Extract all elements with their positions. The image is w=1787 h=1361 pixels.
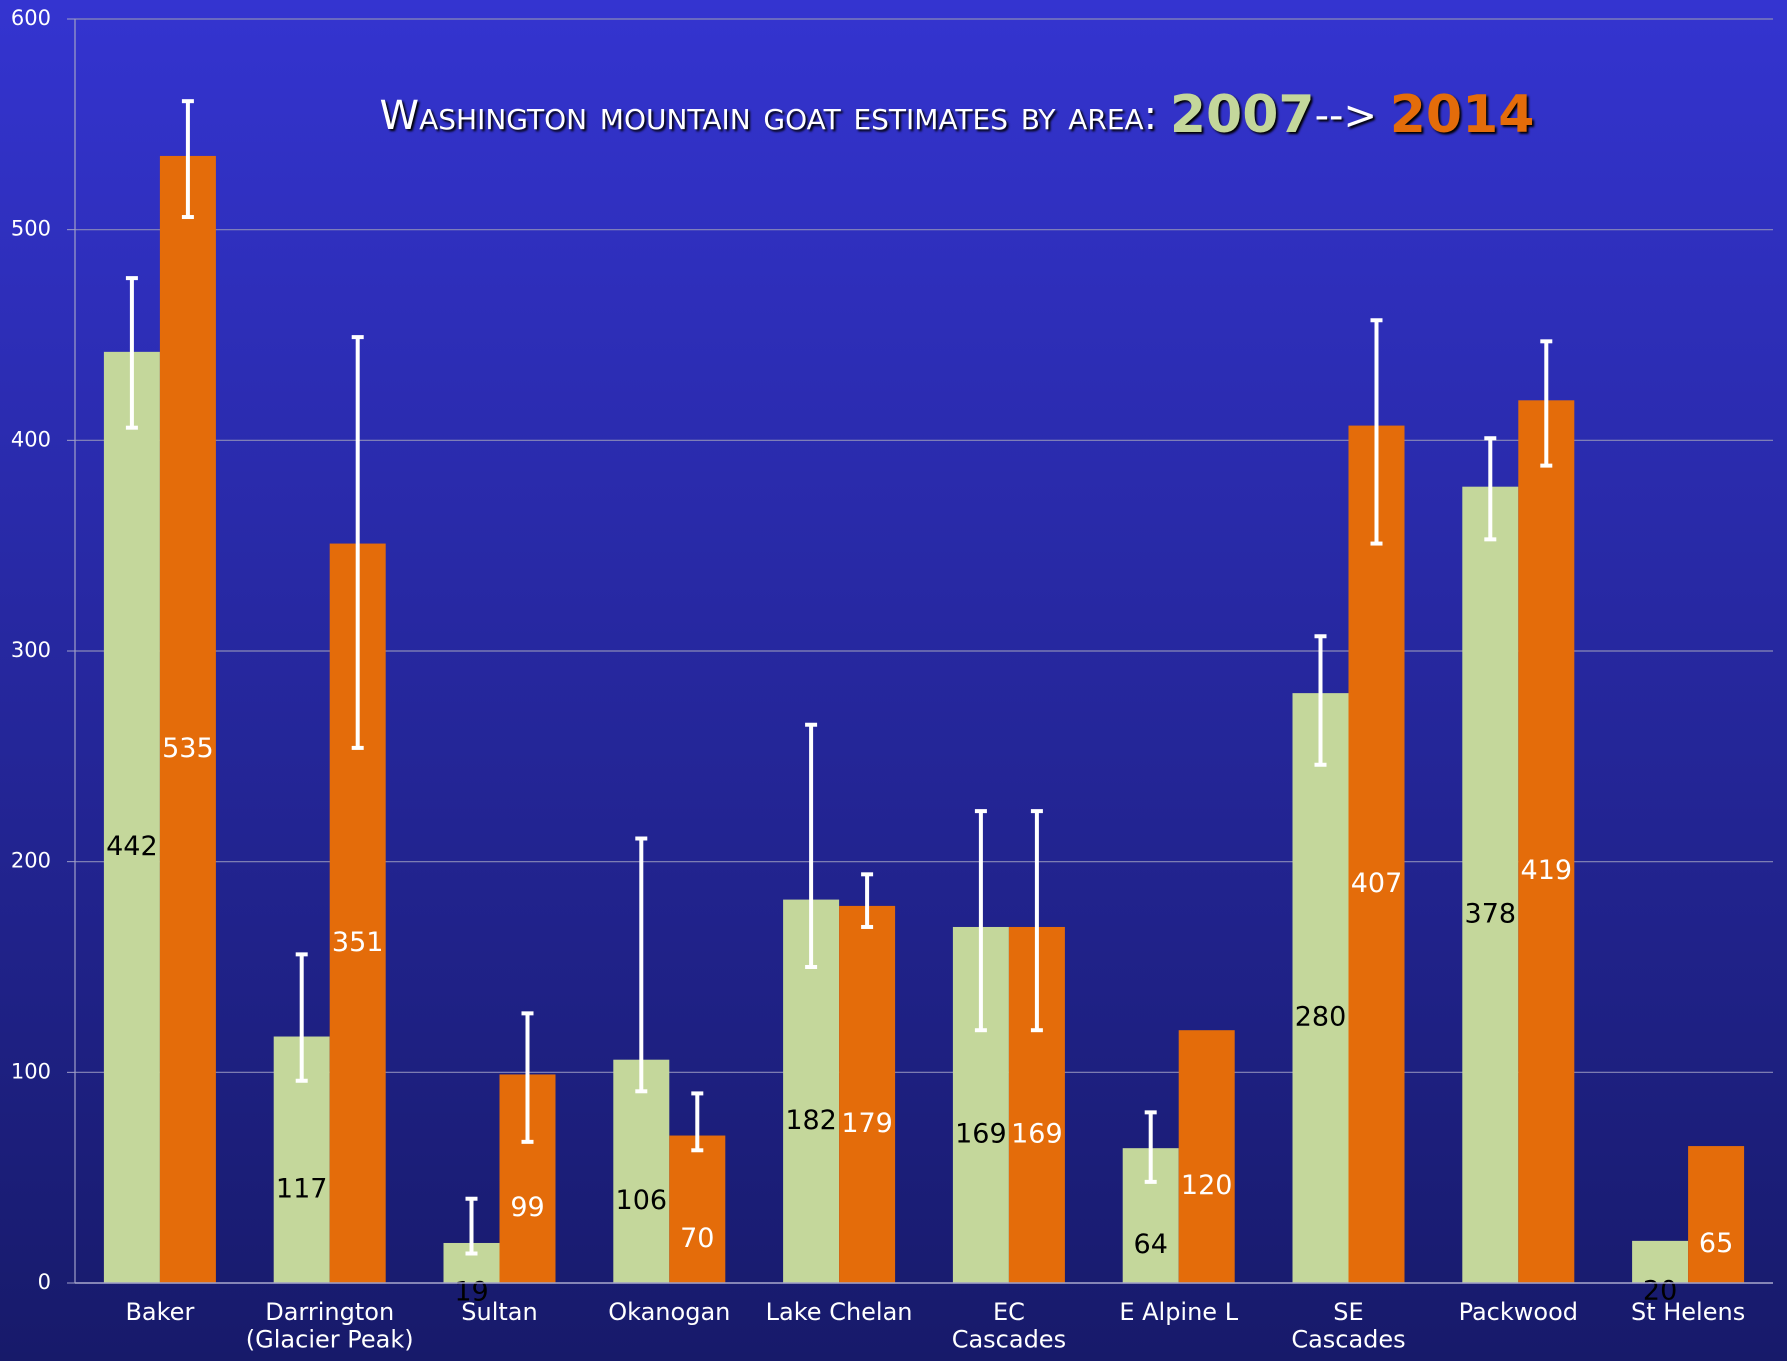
data-label: 19 [454, 1276, 488, 1307]
data-label: 64 [1134, 1229, 1168, 1260]
bar [669, 1135, 726, 1283]
title-arrow: --> [1315, 93, 1377, 139]
data-label: 351 [332, 927, 384, 958]
bar [1178, 1030, 1235, 1283]
data-label: 535 [162, 733, 214, 764]
x-tick-label: Okanogan [608, 1298, 730, 1326]
y-tick-label: 0 [38, 1270, 51, 1294]
chart-title: Washington mountain goat estimates by ar… [380, 85, 1535, 145]
data-label: 169 [955, 1118, 1007, 1149]
bar [1688, 1146, 1745, 1283]
x-tick-label: Sultan [461, 1298, 537, 1326]
y-tick-label: 200 [11, 849, 51, 873]
y-tick-label: 100 [11, 1059, 51, 1083]
data-label: 378 [1465, 898, 1517, 929]
bar [1348, 425, 1405, 1283]
bar [103, 351, 160, 1283]
y-tick-label: 400 [11, 427, 51, 451]
x-tick-label: Packwood [1459, 1298, 1578, 1326]
data-label: 442 [106, 831, 158, 862]
x-tick-label: E Alpine L [1119, 1298, 1238, 1326]
data-label: 120 [1181, 1170, 1233, 1201]
data-label: 419 [1521, 855, 1573, 886]
y-tick-label: 600 [11, 6, 51, 30]
bar [1632, 1240, 1689, 1283]
x-tick-label: Darrington (Glacier Peak) [246, 1298, 414, 1354]
data-label: 179 [841, 1108, 893, 1139]
x-tick-label: St Helens [1631, 1298, 1745, 1326]
bar [839, 905, 896, 1283]
title-year: 2007 [1170, 85, 1315, 145]
bar [159, 155, 216, 1283]
y-tick-label: 300 [11, 638, 51, 662]
data-label: 280 [1295, 1002, 1347, 1033]
data-label: 106 [616, 1185, 668, 1216]
title-text: Washington mountain goat estimates by ar… [380, 93, 1158, 139]
data-label: 407 [1351, 868, 1403, 899]
x-tick-label: Baker [125, 1298, 194, 1326]
bar [1292, 693, 1349, 1283]
data-label: 169 [1011, 1118, 1063, 1149]
x-tick-label: SE Cascades [1291, 1298, 1405, 1354]
data-label: 20 [1643, 1275, 1677, 1306]
data-label: 117 [276, 1173, 328, 1204]
data-label: 70 [680, 1223, 714, 1254]
x-tick-label: Lake Chelan [766, 1298, 913, 1326]
title-year: 2014 [1390, 85, 1535, 145]
y-tick-label: 500 [11, 217, 51, 241]
data-label: 65 [1699, 1228, 1733, 1259]
bar [1518, 400, 1575, 1284]
x-tick-label: EC Cascades [952, 1298, 1066, 1354]
data-label: 182 [785, 1105, 837, 1136]
bar [613, 1059, 670, 1283]
bar [1462, 486, 1519, 1283]
data-label: 99 [510, 1192, 544, 1223]
